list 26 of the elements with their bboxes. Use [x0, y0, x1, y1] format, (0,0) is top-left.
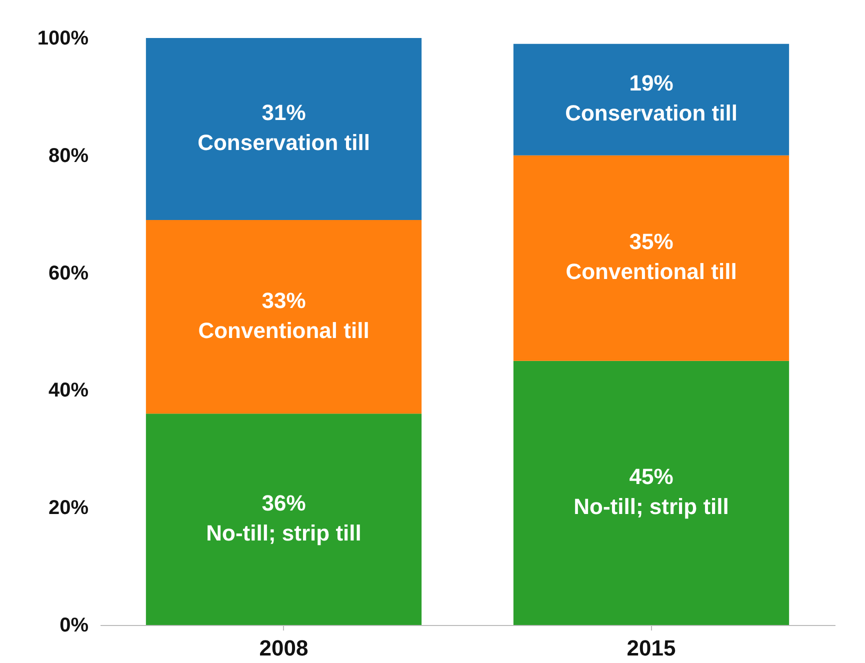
y-tick-label: 20%: [48, 497, 89, 520]
series-label: Conservation till: [565, 100, 738, 126]
series-label: No-till; strip till: [574, 494, 729, 519]
bar: [146, 220, 422, 414]
data-label: 31%: [262, 100, 306, 125]
y-tick-label: 100%: [37, 28, 89, 50]
x-tick-label: 2015: [626, 636, 676, 660]
x-tick-label: 2008: [259, 636, 308, 660]
text: Conservation till: [198, 130, 370, 155]
data-label: 35%: [629, 229, 674, 254]
text: Conventional till: [566, 259, 737, 284]
data-label: 19%: [629, 70, 674, 96]
y-tick-label: 40%: [48, 380, 89, 402]
y-tick-label: 80%: [48, 144, 89, 167]
bar: [513, 44, 790, 156]
data-label: 45%: [629, 464, 674, 489]
bar: [513, 155, 790, 361]
bar: [146, 414, 422, 625]
y-tick-label: 60%: [48, 262, 89, 284]
bar: [146, 38, 422, 220]
text: No-till; strip till: [206, 520, 362, 546]
data-label: 36%: [262, 490, 306, 516]
bar: [513, 360, 790, 625]
series-label: Conventional till: [198, 318, 370, 343]
y-tick-label: 0%: [60, 614, 89, 636]
data-label: 33%: [262, 288, 306, 313]
